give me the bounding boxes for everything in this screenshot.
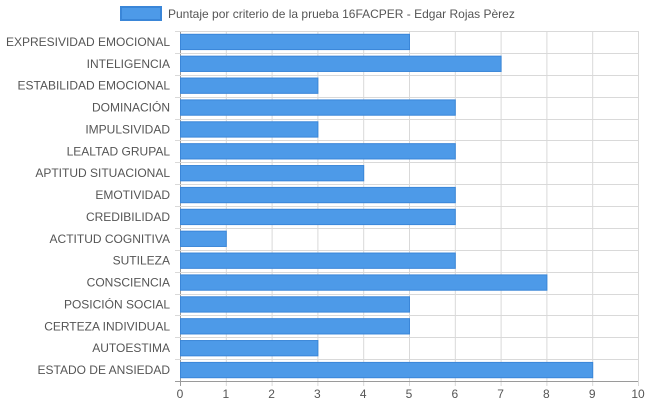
bar[interactable]	[180, 230, 227, 247]
legend-swatch[interactable]	[120, 6, 162, 21]
bar[interactable]	[180, 121, 319, 138]
x-tick-label: 0	[177, 387, 184, 401]
y-tick-label: ESTADO DE ANSIEDAD	[38, 363, 171, 377]
bar[interactable]	[180, 55, 502, 72]
x-tick-label: 6	[451, 387, 458, 401]
bar[interactable]	[180, 340, 319, 357]
y-tick-label: EMOTIVIDAD	[95, 188, 170, 202]
x-tick-label: 1	[222, 387, 229, 401]
x-axis-labels: 0 1 2 3 4 5 6 7 8 9 10	[177, 387, 645, 401]
bar[interactable]	[180, 274, 548, 291]
legend-label[interactable]: Puntaje por criterio de la prueba 16FACP…	[168, 7, 515, 21]
bar[interactable]	[180, 33, 410, 51]
y-tick-label: APTITUD SITUACIONAL	[35, 166, 170, 180]
y-tick-label: DOMINACIÓN	[92, 100, 170, 115]
y-tick-label: POSICIÓN SOCIAL	[64, 296, 170, 311]
bar[interactable]	[180, 208, 456, 226]
legend[interactable]: Puntaje por criterio de la prueba 16FACP…	[120, 6, 515, 21]
bar[interactable]	[180, 318, 410, 335]
y-tick-label: CERTEZA INDIVIDUAL	[44, 319, 170, 333]
x-tick-label: 10	[631, 387, 645, 401]
y-tick-label: CONSCIENCIA	[87, 276, 170, 290]
bar[interactable]	[180, 296, 410, 313]
x-tick-label: 3	[314, 387, 321, 401]
grid	[175, 31, 639, 386]
y-tick-label: IMPULSIVIDAD	[85, 122, 170, 136]
y-tick-label: INTELIGENCIA	[87, 57, 170, 71]
y-tick-label: ACTITUD COGNITIVA	[50, 232, 170, 246]
bar[interactable]	[180, 99, 456, 116]
bar[interactable]	[180, 252, 456, 269]
y-tick-label: LEALTAD GRUPAL	[67, 144, 171, 158]
x-tick-label: 2	[268, 387, 275, 401]
y-tick-label: EXPRESIVIDAD EMOCIONAL	[6, 35, 170, 49]
bar[interactable]	[180, 165, 365, 182]
y-tick-label: SUTILEZA	[113, 254, 170, 268]
x-tick-label: 9	[589, 387, 596, 401]
bar[interactable]	[180, 186, 456, 204]
x-tick-label: 5	[406, 387, 413, 401]
x-tick-label: 8	[543, 387, 550, 401]
bar[interactable]	[180, 361, 594, 379]
bar[interactable]	[180, 77, 319, 94]
x-tick-label: 7	[497, 387, 504, 401]
x-tick-label: 4	[360, 387, 367, 401]
y-tick-label: AUTOESTIMA	[92, 341, 170, 355]
y-axis-labels: EXPRESIVIDAD EMOCIONAL INTELIGENCIA ESTABI…	[6, 35, 170, 377]
y-tick-label: ESTABILIDAD EMOCIONAL	[18, 79, 171, 93]
bars	[180, 33, 594, 379]
bar[interactable]	[180, 143, 456, 160]
y-tick-label: CREDIBILIDAD	[86, 210, 170, 224]
